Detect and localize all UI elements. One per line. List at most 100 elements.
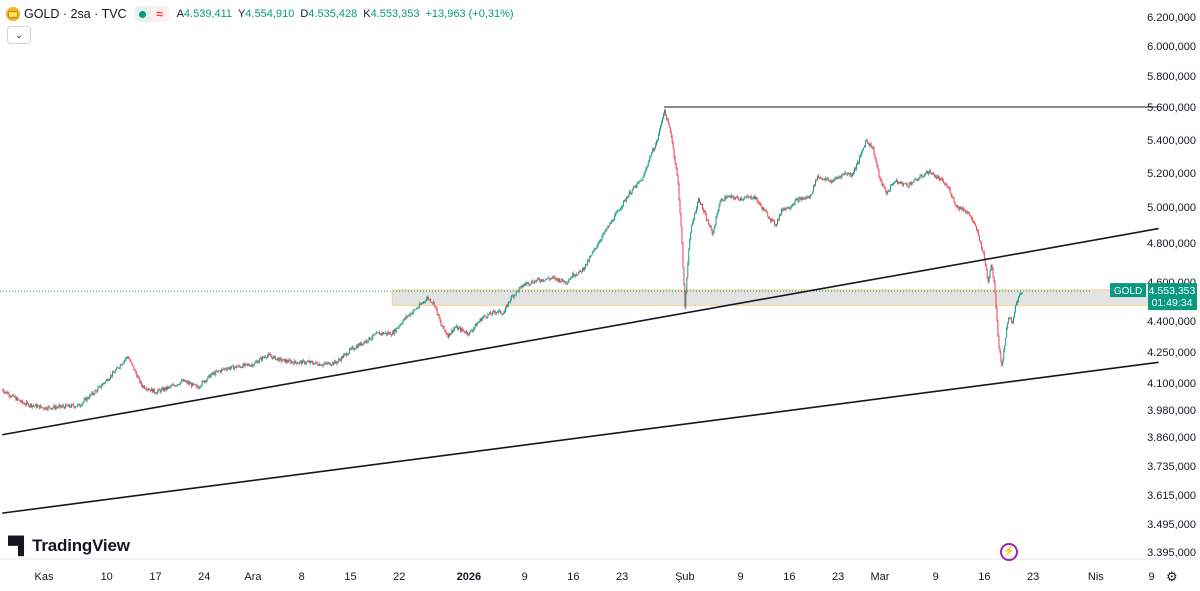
candle-body — [159, 390, 161, 392]
lightning-icon[interactable]: ⚡ — [1000, 543, 1018, 561]
candle-body — [394, 329, 396, 332]
candle-body — [544, 279, 546, 281]
candle-body — [250, 365, 252, 367]
candle-body — [853, 172, 855, 175]
candle-body — [81, 403, 83, 406]
candle-body — [679, 199, 681, 214]
candle-body — [718, 205, 720, 211]
candle-body — [241, 367, 243, 368]
candle-body — [735, 197, 737, 200]
candle-body — [733, 196, 735, 199]
candle-body — [324, 362, 326, 364]
candle-body — [552, 276, 554, 278]
candle-body — [431, 302, 433, 304]
candle-body — [740, 198, 742, 200]
candle-body — [233, 367, 235, 370]
candle-body — [346, 354, 348, 356]
candle-body — [976, 226, 977, 231]
candle-body — [197, 387, 199, 389]
candle-body — [129, 359, 131, 362]
candle-body — [510, 295, 512, 300]
candle-body — [828, 180, 830, 182]
candle-body — [811, 194, 813, 195]
candle-body — [288, 359, 290, 363]
candle-body — [760, 203, 762, 207]
candle-body — [135, 370, 137, 374]
candle-body — [755, 197, 757, 199]
candle-body — [971, 216, 973, 219]
candle-body — [110, 375, 111, 379]
candle-body — [574, 275, 576, 277]
tradingview-logo[interactable]: ▀▌ TradingView — [8, 536, 130, 556]
candle-body — [285, 359, 287, 363]
candle-body — [999, 346, 1001, 353]
candle-body — [336, 362, 338, 364]
candle-body — [602, 233, 604, 237]
candle-body — [262, 356, 264, 361]
candle-body — [384, 333, 385, 335]
candle-body — [980, 241, 982, 249]
candle-body — [833, 179, 835, 182]
candle-body — [723, 200, 725, 202]
candle-body — [747, 196, 749, 198]
candle-body — [484, 315, 486, 317]
candle-body — [357, 344, 359, 348]
candle-body — [642, 177, 644, 181]
candle-body — [180, 382, 182, 385]
candle-body — [228, 367, 230, 370]
candle-body — [809, 196, 811, 198]
collapse-legend-button[interactable]: ⌄ — [7, 26, 31, 44]
status-pill[interactable]: ≈ — [134, 6, 169, 22]
x-tick-label: 23 — [832, 571, 844, 583]
candle-body — [425, 300, 426, 302]
candle-body — [705, 214, 707, 221]
candle-body — [668, 123, 670, 127]
candle-body — [317, 364, 319, 366]
candle-body — [513, 294, 515, 298]
last-price-value: 4.553,353 — [1149, 285, 1196, 297]
candle-body — [715, 216, 717, 225]
candle-body — [614, 215, 616, 221]
candle-body — [125, 357, 127, 360]
candle-body — [265, 356, 266, 358]
candle-body — [669, 126, 671, 132]
candle-body — [120, 364, 122, 366]
candle-body — [605, 230, 607, 232]
candle-body — [986, 270, 988, 279]
candle-body — [153, 388, 155, 393]
candle-body — [358, 344, 360, 346]
candle-body — [590, 254, 592, 257]
candle-body — [421, 303, 423, 305]
candle-body — [466, 331, 468, 335]
candle-body — [515, 291, 517, 295]
gear-icon[interactable]: ⚙ — [1166, 569, 1178, 584]
trend-line[interactable] — [2, 227, 1159, 436]
candle-body — [974, 221, 975, 225]
symbol-title[interactable]: GOLD · 2sa · TVC — [24, 7, 127, 21]
candle-body — [817, 175, 818, 181]
candle-body — [211, 372, 213, 375]
candle-body — [522, 286, 524, 288]
candle-body — [232, 365, 234, 370]
candle-body — [796, 198, 798, 200]
candle-body — [434, 305, 436, 307]
candle-body — [566, 283, 568, 284]
candle-body — [406, 316, 408, 318]
candle-body — [540, 280, 541, 282]
candle-body — [901, 181, 903, 186]
trend-line[interactable] — [2, 361, 1159, 514]
candle-body — [1013, 316, 1014, 323]
candle-body — [992, 268, 994, 277]
candle-body — [209, 374, 211, 378]
candle-body — [19, 399, 21, 402]
candle-body — [812, 191, 814, 195]
candle-body — [168, 386, 170, 388]
candle-body — [57, 407, 59, 409]
candle-body — [26, 402, 28, 405]
candle-body — [495, 312, 497, 314]
candle-body — [521, 285, 523, 288]
candle-body — [991, 264, 993, 269]
x-tick-label: 16 — [567, 571, 579, 583]
candle-body — [4, 392, 6, 393]
